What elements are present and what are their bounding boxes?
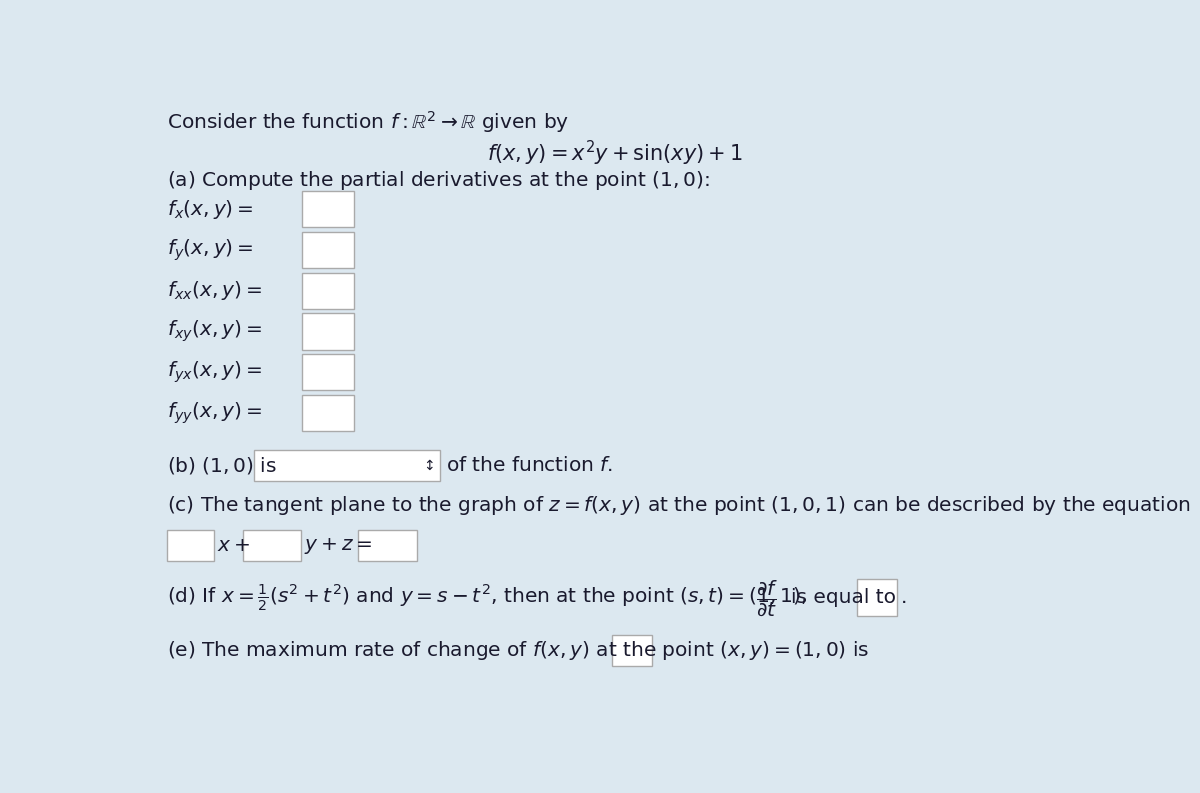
Text: (d) If $x = \frac{1}{2}(s^2 + t^2)$ and $y = s - t^2$, then at the point $(s, t): (d) If $x = \frac{1}{2}(s^2 + t^2)$ and …	[167, 583, 806, 613]
Bar	[302, 191, 354, 228]
Text: $f_x(x, y) =$: $f_x(x, y) =$	[167, 197, 253, 220]
Text: of the function $f$.: of the function $f$.	[446, 456, 613, 475]
Bar	[302, 395, 354, 431]
Text: $f_{yy}(x, y) =$: $f_{yy}(x, y) =$	[167, 400, 262, 426]
Text: is equal to: is equal to	[791, 588, 896, 607]
Text: $f_{yx}(x, y) =$: $f_{yx}(x, y) =$	[167, 359, 262, 385]
Text: .: .	[901, 588, 907, 607]
Text: $f_y(x, y) =$: $f_y(x, y) =$	[167, 237, 253, 262]
Text: $y+ z =$: $y+ z =$	[305, 535, 372, 556]
Bar	[167, 531, 214, 561]
Text: (a) Compute the partial derivatives at the point $(1, 0)$:: (a) Compute the partial derivatives at t…	[167, 169, 710, 192]
Bar	[242, 531, 301, 561]
Bar	[302, 313, 354, 350]
Text: $f_{xy}(x, y) =$: $f_{xy}(x, y) =$	[167, 319, 262, 344]
Text: $\updownarrow$: $\updownarrow$	[421, 458, 434, 473]
Bar	[254, 450, 440, 481]
Text: $f(x, y) = x^2y + \sin(xy) + 1$: $f(x, y) = x^2y + \sin(xy) + 1$	[487, 138, 743, 167]
Text: $f_{xx}(x, y) =$: $f_{xx}(x, y) =$	[167, 279, 262, 302]
Text: $x+$: $x+$	[217, 536, 250, 555]
Text: Consider the function $f : \mathbb{R}^2 \rightarrow \mathbb{R}$ given by: Consider the function $f : \mathbb{R}^2 …	[167, 109, 569, 135]
Bar	[302, 354, 354, 390]
Bar	[612, 635, 653, 666]
Bar	[359, 531, 416, 561]
Text: (c) The tangent plane to the graph of $z = f(x, y)$ at the point $(1, 0, 1)$ can: (c) The tangent plane to the graph of $z…	[167, 494, 1190, 517]
Bar	[302, 273, 354, 308]
Text: $\dfrac{\partial f}{\partial t}$: $\dfrac{\partial f}{\partial t}$	[756, 578, 778, 618]
Text: (b) $(1, 0)$ is: (b) $(1, 0)$ is	[167, 455, 277, 476]
Text: (e) The maximum rate of change of $f(x, y)$ at the point $(x, y) = (1, 0)$ is: (e) The maximum rate of change of $f(x, …	[167, 639, 869, 662]
Bar	[302, 232, 354, 268]
Bar	[857, 580, 898, 616]
